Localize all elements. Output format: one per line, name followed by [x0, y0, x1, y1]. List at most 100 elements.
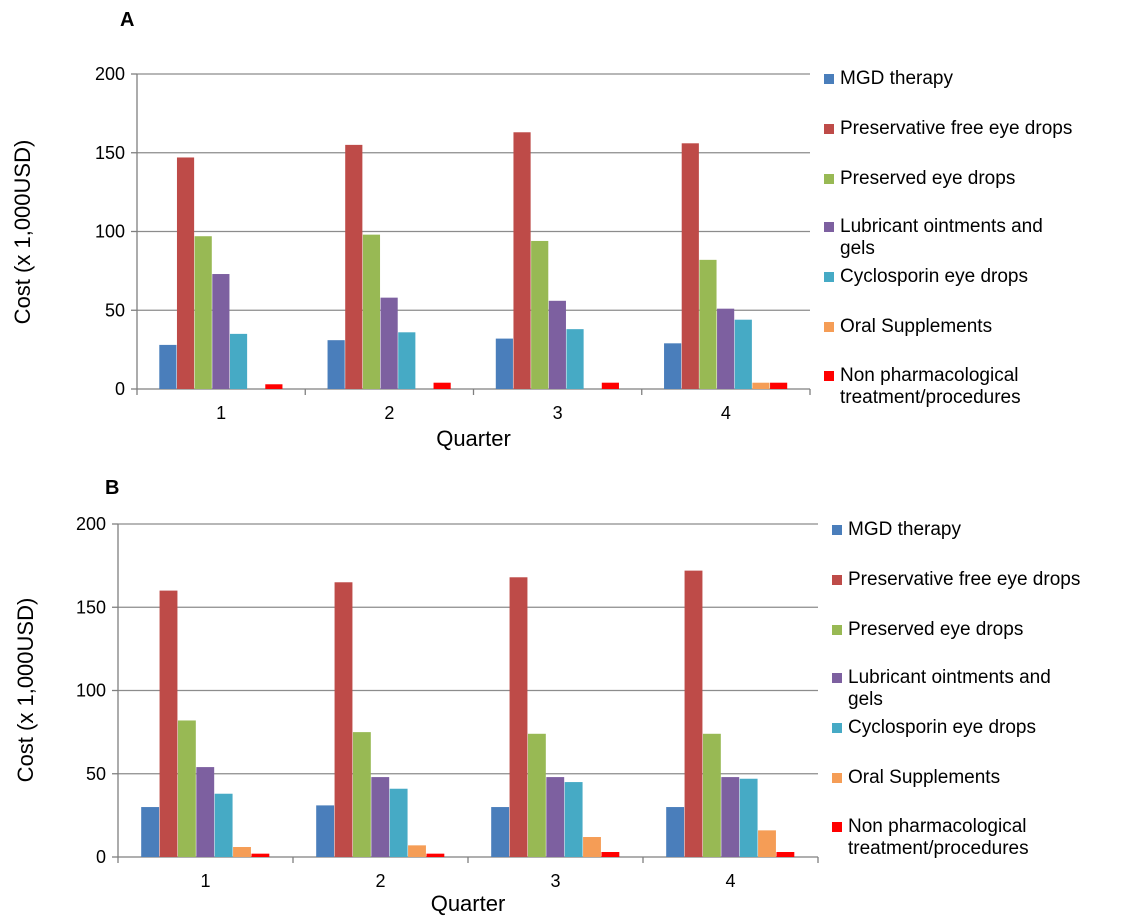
y-tick-label: 0 [115, 379, 125, 399]
legend-label: Lubricant ointments and gels [848, 667, 1051, 710]
bar [583, 837, 601, 857]
y-tick-label: 200 [95, 64, 125, 84]
legend-swatch [832, 525, 842, 535]
bar [159, 344, 177, 389]
bar [408, 845, 426, 857]
x-tick-label: 1 [200, 871, 210, 891]
bar [601, 382, 619, 389]
bars [159, 132, 788, 389]
legend-item: Lubricant ointments and gels [824, 216, 1043, 259]
legend-swatch [824, 272, 834, 282]
bar [352, 732, 371, 857]
legend-item: Preservative free eye drops [824, 118, 1072, 139]
bar [327, 340, 345, 389]
y-axis-title: Cost (x 1,000USD) [10, 140, 35, 325]
legend-item: Preserved eye drops [832, 619, 1023, 640]
bar [548, 300, 566, 389]
y-tick-label: 200 [76, 514, 106, 534]
legend-label: Oral Supplements [848, 767, 1000, 788]
bar [776, 852, 795, 857]
bar [721, 777, 740, 857]
x-tick-label: 1 [216, 403, 226, 423]
x-axis-title: Quarter [436, 426, 511, 451]
bar [177, 720, 196, 857]
bar [734, 319, 752, 389]
bar [389, 788, 408, 857]
legend-label: Oral Supplements [840, 316, 992, 337]
bar [345, 144, 363, 389]
bar [684, 570, 703, 857]
bar [566, 329, 584, 389]
y-tick-label: 150 [95, 143, 125, 163]
bar [666, 807, 685, 857]
x-tick-label: 4 [725, 871, 735, 891]
bar [433, 382, 451, 389]
legend-item: Preserved eye drops [824, 168, 1015, 189]
bar [702, 733, 721, 857]
legend-item: Non pharmacological treatment/procedures [832, 816, 1029, 859]
x-tick-label: 4 [721, 403, 731, 423]
bar [601, 852, 620, 857]
y-tick-label: 50 [86, 764, 106, 784]
bar [371, 777, 390, 857]
legend-item: Oral Supplements [824, 316, 992, 337]
bar [141, 807, 160, 857]
chart-panel-a: A 0 50 100 150 200 1 2 3 4 Quarter Cost (x 1,000USD… [10, 9, 1072, 451]
legend-item: MGD therapy [824, 68, 953, 89]
legend-item: Oral Supplements [832, 767, 1000, 788]
bar [491, 807, 510, 857]
y-tick-label: 100 [76, 681, 106, 701]
bar [513, 132, 531, 389]
bar [334, 582, 353, 857]
bar [758, 830, 776, 857]
bar [229, 333, 248, 389]
x-tick-label: 2 [384, 403, 394, 423]
bars [141, 570, 795, 857]
x-tick-label: 3 [550, 871, 560, 891]
bar [664, 343, 682, 389]
legend-swatch [832, 673, 842, 683]
legend-label: Cyclosporin eye drops [840, 266, 1028, 287]
bar [717, 308, 735, 389]
legend-item: Preservative free eye drops [832, 569, 1080, 590]
y-axis-title: Cost (x 1,000USD) [13, 598, 38, 783]
legend-label: Non pharmacological treatment/procedures [840, 365, 1021, 408]
legend-label: Preserved eye drops [840, 168, 1015, 189]
legend-item: Lubricant ointments and gels [832, 667, 1051, 710]
legend-label: Preservative free eye drops [848, 569, 1080, 590]
bar [212, 274, 230, 389]
legend-swatch [824, 371, 834, 381]
legend-item: Non pharmacological treatment/procedures [824, 365, 1021, 408]
bar [752, 382, 770, 389]
bar [770, 382, 788, 389]
legend-swatch [824, 222, 834, 232]
bar [251, 853, 270, 857]
legend-swatch [832, 822, 842, 832]
legend-label: Preservative free eye drops [840, 118, 1072, 139]
y-tick-label: 0 [96, 847, 106, 867]
x-tick-label: 3 [553, 403, 563, 423]
y-tick-label: 100 [95, 222, 125, 242]
legend: MGD therapy Preservative free eye drops Pr… [824, 68, 1072, 408]
legend-label: Non pharmacological treatment/procedures [848, 816, 1029, 859]
bar [214, 793, 233, 857]
bar [509, 577, 528, 857]
bar [527, 733, 546, 857]
legend-item: MGD therapy [832, 519, 961, 540]
bar [196, 767, 215, 857]
chart-panel-b: B 0 50 100 150 200 1 2 3 4 Quarter Cost (x 1,000USD… [13, 477, 1080, 916]
bar [176, 157, 195, 389]
panel-label: A [120, 9, 134, 31]
x-axis-title: Quarter [431, 891, 506, 916]
legend-label: Lubricant ointments and gels [840, 216, 1043, 259]
bar [739, 778, 758, 857]
legend-swatch [824, 322, 834, 332]
bar [546, 777, 565, 857]
legend-swatch [832, 625, 842, 635]
legend-label: MGD therapy [848, 519, 961, 540]
y-tick-label: 50 [105, 300, 125, 320]
x-tick-label: 2 [375, 871, 385, 891]
legend-label: Preserved eye drops [848, 619, 1023, 640]
bar [362, 234, 381, 389]
